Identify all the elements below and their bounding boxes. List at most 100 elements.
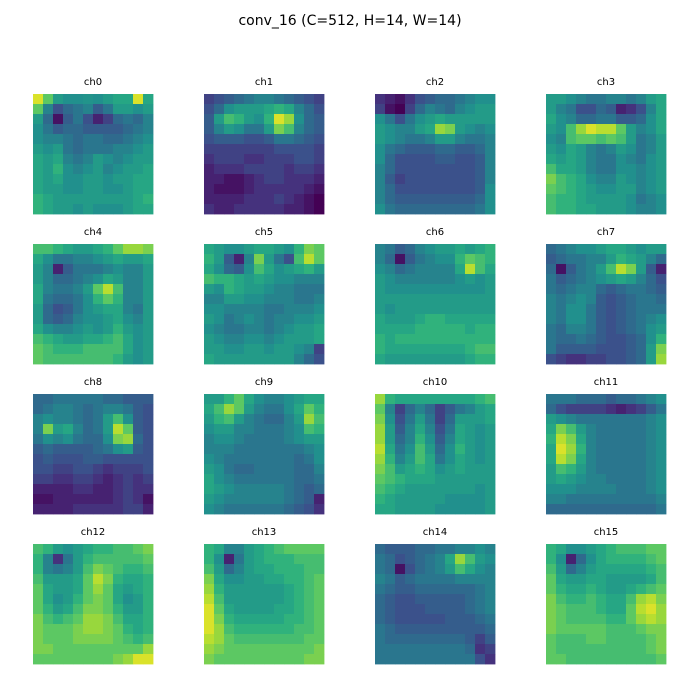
heatmap-cell (93, 264, 104, 275)
heatmap-cell (63, 284, 74, 295)
heatmap-cell (475, 194, 486, 205)
heatmap-cell (133, 124, 144, 135)
heatmap-cell (254, 104, 265, 115)
heatmap-cell (646, 314, 657, 325)
heatmap-cell (375, 94, 386, 105)
heatmap-cell (53, 434, 64, 445)
heatmap-cell (214, 634, 225, 645)
heatmap-cell (656, 504, 667, 515)
heatmap-cell (566, 624, 577, 635)
heatmap-cell (485, 464, 496, 475)
heatmap-cell (294, 404, 305, 415)
heatmap-cell (566, 324, 577, 335)
heatmap-cell (274, 644, 285, 655)
heatmap-panel-ch15: ch15 (546, 527, 667, 665)
heatmap-cell (405, 354, 416, 365)
heatmap-cell (556, 144, 567, 155)
heatmap-cell (304, 124, 315, 135)
heatmap-cell (445, 494, 456, 505)
heatmap-cell (123, 184, 134, 195)
heatmap-cell (133, 304, 144, 315)
heatmap-cell (284, 504, 295, 515)
heatmap-cell (636, 554, 647, 565)
heatmap-cell (576, 134, 587, 145)
heatmap-cell (133, 254, 144, 265)
heatmap-cell (254, 604, 265, 615)
heatmap-cell (244, 184, 255, 195)
heatmap-cell (656, 324, 667, 335)
heatmap-cell (204, 114, 215, 125)
heatmap-cell (485, 254, 496, 265)
heatmap-cell (385, 604, 396, 615)
heatmap-cell (244, 254, 255, 265)
heatmap-cell (646, 194, 657, 205)
heatmap-cell (445, 194, 456, 205)
heatmap-cell (566, 164, 577, 175)
heatmap-cell (244, 504, 255, 515)
heatmap-cell (405, 584, 416, 595)
heatmap-cell (636, 244, 647, 255)
heatmap-cell (415, 614, 426, 625)
heatmap-cell (415, 644, 426, 655)
heatmap-cell (576, 574, 587, 585)
heatmap-cell (596, 614, 607, 625)
heatmap-cell (395, 144, 406, 155)
heatmap-cell (656, 434, 667, 445)
heatmap-cell (546, 424, 557, 435)
heatmap-cell (395, 134, 406, 145)
heatmap-cell (546, 134, 557, 145)
heatmap-cell (83, 314, 94, 325)
heatmap-cell (616, 124, 627, 135)
panel-title: ch7 (597, 227, 615, 238)
heatmap-cell (596, 624, 607, 635)
heatmap-cell (53, 304, 64, 315)
heatmap-cell (656, 314, 667, 325)
heatmap-cell (33, 264, 44, 275)
heatmap-cell (475, 614, 486, 625)
heatmap-cell (214, 274, 225, 285)
heatmap-cell (83, 624, 94, 635)
heatmap-cell (385, 394, 396, 405)
heatmap-cell (224, 204, 235, 215)
heatmap-cell (264, 314, 275, 325)
heatmap-cell (566, 584, 577, 595)
heatmap-cell (375, 434, 386, 445)
heatmap-cell (385, 264, 396, 275)
heatmap-cell (566, 134, 577, 145)
heatmap-cell (465, 154, 476, 165)
heatmap-cell (616, 614, 627, 625)
heatmap-cell (314, 284, 325, 295)
heatmap-cell (375, 444, 386, 455)
heatmap-cell (395, 484, 406, 495)
heatmap-cell (204, 294, 215, 305)
heatmap-cell (314, 494, 325, 505)
heatmap-cell (73, 634, 84, 645)
heatmap-cell (375, 594, 386, 605)
heatmap-cell (405, 594, 416, 605)
heatmap-cell (43, 164, 54, 175)
heatmap-cell (83, 134, 94, 145)
heatmap-cell (33, 184, 44, 195)
heatmap-cell (33, 594, 44, 605)
heatmap-cell (395, 454, 406, 465)
heatmap-cell (375, 344, 386, 355)
heatmap-cell (234, 624, 245, 635)
heatmap-cell (93, 104, 104, 115)
heatmap-cell (415, 424, 426, 435)
heatmap-cell (405, 114, 416, 125)
heatmap-cell (465, 594, 476, 605)
heatmap-cell (204, 164, 215, 175)
heatmap-cell (385, 114, 396, 125)
heatmap-cell (556, 164, 567, 175)
heatmap-cell (113, 354, 124, 365)
heatmap-cell (113, 414, 124, 425)
heatmap-cell (294, 654, 305, 665)
heatmap-cell (415, 554, 426, 565)
heatmap-cell (254, 244, 265, 255)
heatmap-cell (656, 94, 667, 105)
heatmap-cell (53, 144, 64, 155)
heatmap-cell (143, 94, 154, 105)
heatmap-cell (214, 504, 225, 515)
heatmap-cell (656, 204, 667, 215)
heatmap-cell (234, 444, 245, 455)
